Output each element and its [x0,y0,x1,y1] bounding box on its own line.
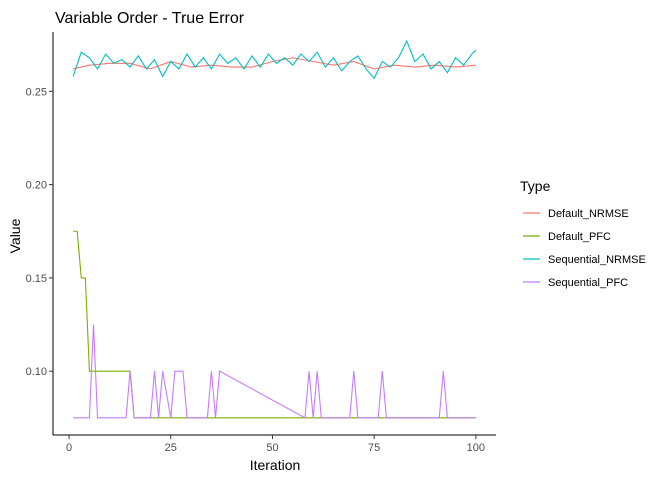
series-line-default-pfc [73,230,476,419]
legend-label: Sequential_NRMSE [548,254,646,266]
axes: 0 25 50 75 100 0.10 0.15 0.20 0.25 [26,32,496,454]
x-tick-label: 100 [467,442,485,454]
legend-title: Type [520,178,551,194]
series-line-sequential-pfc [73,324,476,419]
y-tick-label: 0.20 [26,180,47,192]
chart-title: Variable Order - True Error [55,10,245,27]
x-tick-label: 0 [66,442,72,454]
legend: Type Default_NRMSE Default_PFC Sequential_… [520,178,646,289]
x-axis-title: Iteration [250,457,301,473]
x-tick-label: 50 [266,442,278,454]
y-tick-label: 0.15 [26,273,47,285]
y-tick-label: 0.25 [26,86,47,98]
y-tick-label: 0.10 [26,366,47,378]
plot-area [72,39,477,419]
series-line-sequential-nrmse [72,39,477,80]
legend-label: Sequential_PFC [548,277,628,289]
legend-label: Default_PFC [548,231,611,243]
series-line-default-nrmse [73,57,476,70]
x-tick-label: 75 [368,442,380,454]
x-tick-label: 25 [165,442,177,454]
y-axis-title: Value [7,218,23,253]
legend-label: Default_NRMSE [548,208,629,220]
